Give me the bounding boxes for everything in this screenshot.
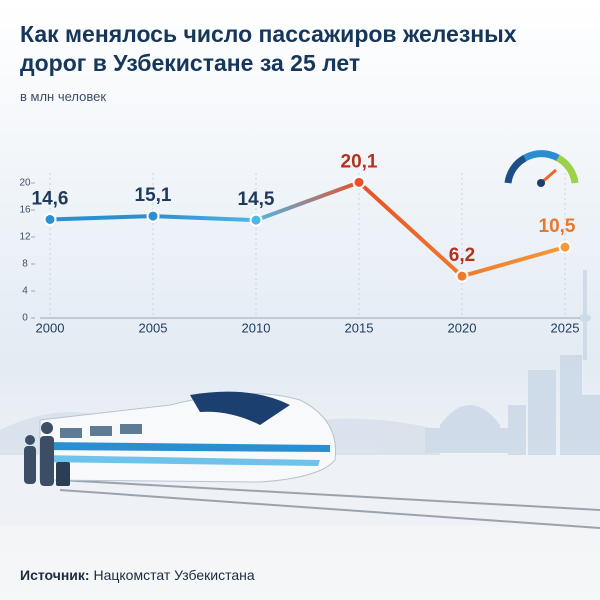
data-label: 20,1 bbox=[341, 151, 378, 172]
data-label: 10,5 bbox=[539, 216, 576, 237]
x-tick-label: 2010 bbox=[242, 320, 271, 335]
y-tick-label: 12 bbox=[19, 232, 31, 243]
y-tick-label: 4 bbox=[22, 286, 28, 297]
data-line bbox=[49, 180, 566, 279]
x-tick-label: 2000 bbox=[36, 320, 65, 335]
y-tick-label: 20 bbox=[19, 178, 31, 189]
data-label: 15,1 bbox=[135, 185, 172, 206]
rails bbox=[59, 479, 600, 529]
chart-subtitle: в млн человек bbox=[20, 89, 107, 104]
x-tick-label: 2020 bbox=[448, 320, 477, 335]
data-point bbox=[146, 209, 160, 223]
data-label: 14,5 bbox=[238, 189, 275, 210]
plot-area: 0 4 8 12 16 20 2000 2005 2010 2015 2020 2025 14,6 15,… bbox=[19, 151, 580, 335]
y-tick-label: 16 bbox=[19, 205, 31, 216]
chart-title: Как менялось число пассажиров железных д… bbox=[20, 21, 517, 76]
source-note: Источник: Нацкомстат Узбекистана bbox=[20, 567, 255, 583]
x-tick-label: 2025 bbox=[551, 320, 580, 335]
source-text: Нацкомстат Узбекистана bbox=[93, 567, 255, 583]
speedometer-icon bbox=[504, 150, 579, 187]
data-label: 14,6 bbox=[32, 188, 69, 209]
train bbox=[39, 391, 337, 483]
data-point bbox=[352, 175, 366, 189]
data-point bbox=[249, 213, 263, 227]
x-tick-label: 2005 bbox=[139, 320, 168, 335]
y-tick-label: 8 bbox=[22, 259, 28, 270]
source-label: Источник: bbox=[20, 567, 90, 583]
y-tick-label: 0 bbox=[22, 313, 28, 324]
x-tick-label: 2015 bbox=[345, 320, 374, 335]
data-label: 6,2 bbox=[449, 245, 475, 266]
people bbox=[24, 422, 70, 486]
data-point bbox=[455, 269, 469, 283]
data-point bbox=[43, 212, 57, 226]
data-point bbox=[558, 240, 572, 254]
